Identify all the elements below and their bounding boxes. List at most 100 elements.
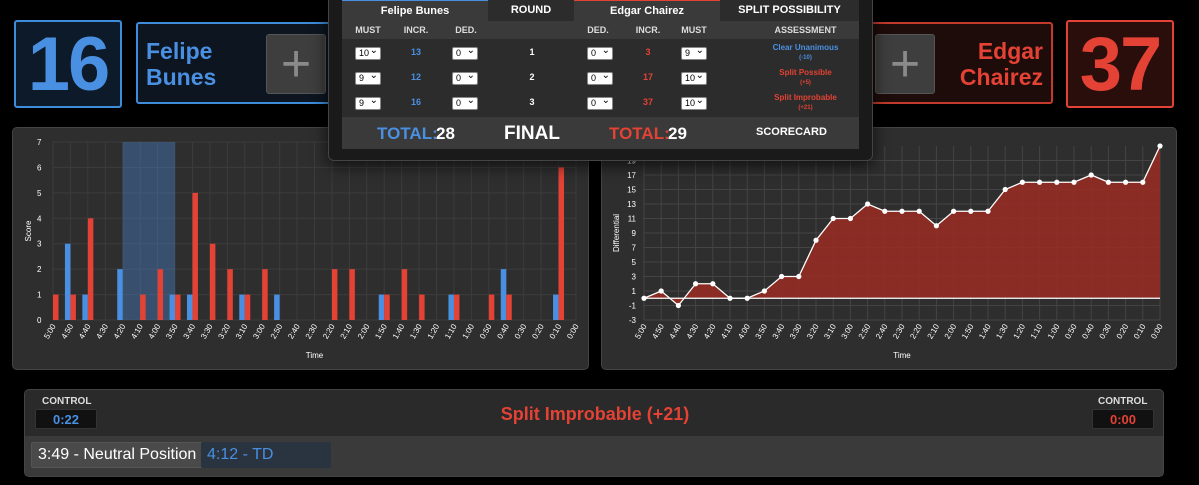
left-ded-select[interactable]: 0 — [452, 95, 478, 110]
left-incr-value: 16 — [410, 97, 421, 107]
x-tick-label: 4:20 — [112, 322, 128, 340]
right-must-select[interactable]: 10 — [681, 70, 707, 85]
x-tick-label: 0:50 — [1063, 322, 1079, 340]
assessment-note: (+21) — [798, 105, 813, 111]
red-bar — [244, 294, 251, 320]
data-point — [779, 273, 785, 280]
data-point — [968, 208, 974, 214]
left-control-time: 0:22 — [35, 409, 97, 429]
red-bar — [175, 294, 181, 320]
blue-bar — [274, 294, 280, 320]
x-tick-label: 3:20 — [216, 322, 232, 340]
x-tick-label: 0:20 — [1115, 322, 1131, 340]
y-tick-label: 15 — [627, 186, 636, 195]
right-add-button[interactable]: + — [875, 34, 935, 94]
left-incr-header: INCR. — [403, 25, 429, 35]
x-tick-label: 2:20 — [908, 322, 924, 340]
round-assessment: Split Possible (+5) — [757, 68, 854, 88]
x-tick-label: 3:30 — [788, 322, 804, 340]
right-total-label: TOTAL: — [609, 124, 670, 143]
left-total-value: 28 — [436, 124, 455, 143]
right-ded-select[interactable]: 0 — [587, 95, 613, 110]
left-add-button[interactable]: + — [266, 34, 326, 94]
blue-bar — [500, 269, 507, 320]
scorecard-popup: Felipe Bunes ROUND Edgar Chairez SPLIT P… — [328, 0, 873, 161]
red-bar — [419, 294, 425, 320]
data-point — [1037, 179, 1043, 185]
right-ded-select[interactable]: 0 — [587, 45, 613, 60]
right-control-label: CONTROL — [1098, 396, 1148, 407]
left-must-select[interactable]: 9 — [355, 70, 381, 85]
x-tick-label: 3:40 — [771, 322, 787, 340]
assessment-note: (+5) — [800, 80, 811, 86]
x-tick-label: 3:50 — [164, 322, 180, 340]
data-point — [830, 215, 836, 222]
x-tick-label: 2:40 — [286, 322, 302, 340]
x-tick-label: 0:40 — [1080, 322, 1096, 340]
x-tick-label: 5:00 — [42, 322, 58, 340]
left-must-select[interactable]: 9 — [355, 95, 381, 110]
x-tick-label: 2:20 — [321, 322, 337, 340]
left-ded-select[interactable]: 0 — [452, 70, 478, 85]
right-must-select[interactable]: 9 — [681, 45, 707, 60]
y-tick-label: 5 — [37, 189, 42, 198]
y-tick-label: 0 — [37, 316, 42, 325]
event-td[interactable]: 4:12 - TD — [201, 442, 331, 468]
x-tick-label: 0:40 — [495, 322, 511, 340]
x-tick-label: 3:20 — [805, 322, 821, 340]
x-tick-label: 1:30 — [994, 322, 1010, 340]
right-fighter-last-name: Chairez — [959, 64, 1043, 90]
left-ded-select[interactable]: 0 — [452, 45, 478, 60]
final-label[interactable]: FINAL — [504, 123, 560, 144]
right-total-value: 29 — [668, 124, 687, 143]
right-ded-select[interactable]: 0 — [587, 70, 613, 85]
y-tick-label: 13 — [627, 200, 636, 209]
blue-bar — [186, 294, 193, 320]
blue-bar — [169, 294, 176, 320]
y-tick-label: 1 — [632, 287, 637, 296]
event-neutral-position[interactable]: 3:49 - Neutral Position — [31, 442, 204, 468]
x-tick-label: 0:30 — [1098, 322, 1114, 340]
red-bar — [70, 294, 76, 320]
scorecard-subheader-row — [342, 21, 859, 39]
scorecard-round-header: ROUND — [510, 4, 552, 16]
x-tick-label: 2:00 — [943, 322, 959, 340]
data-point — [865, 201, 871, 207]
x-tick-label: 4:30 — [94, 322, 110, 340]
assessment-header: ASSESSMENT — [774, 25, 837, 35]
data-point — [1019, 179, 1025, 185]
right-fighter-name: Edgar Chairez — [960, 38, 1043, 90]
split-status: Split Improbable (+21) — [500, 404, 690, 424]
right-fighter-score: 37 — [1066, 20, 1174, 108]
x-tick-label: 1:20 — [1012, 322, 1028, 340]
x-tick-label: 3:40 — [182, 322, 198, 340]
left-fighter-name: Felipe Bunes — [146, 38, 216, 90]
y-tick-label: -3 — [629, 316, 637, 325]
blue-bar — [239, 294, 245, 320]
red-bar — [227, 269, 233, 320]
x-tick-label: 2:30 — [891, 322, 907, 340]
red-bar — [488, 294, 495, 320]
round-number: 1 — [529, 47, 535, 57]
round-assessment: Split Improbable (+21) — [757, 93, 854, 113]
data-point — [899, 208, 905, 214]
right-fighter-panel: + Edgar Chairez — [865, 22, 1053, 104]
red-bar — [558, 167, 565, 320]
red-bar — [157, 269, 164, 320]
left-must-select[interactable]: 10 — [355, 45, 381, 60]
x-tick-label: 1:10 — [443, 322, 459, 340]
y-tick-label: 11 — [628, 215, 637, 224]
right-incr-header: INCR. — [635, 25, 661, 35]
right-ded-header: DED. — [587, 25, 609, 35]
x-tick-label: 4:00 — [147, 322, 163, 340]
scorecard-total-row: TOTAL: 28 FINAL TOTAL: 29 SCORECARD — [342, 117, 859, 149]
score-bar-chart-panel: 0 1 2 3 4 5 6 7 5:00 4:50 4:40 4:30 4:20 4:10 4:00 3:50… — [12, 127, 589, 370]
x-tick-label: 1:40 — [977, 322, 993, 340]
right-must-select[interactable]: 10 — [681, 95, 707, 110]
left-fighter-first-name: Felipe — [146, 38, 213, 64]
y-tick-label: 5 — [632, 258, 637, 267]
scorecard-button[interactable]: SCORECARD — [756, 126, 827, 138]
data-point — [813, 237, 819, 243]
x-tick-label: 3:10 — [234, 322, 250, 340]
